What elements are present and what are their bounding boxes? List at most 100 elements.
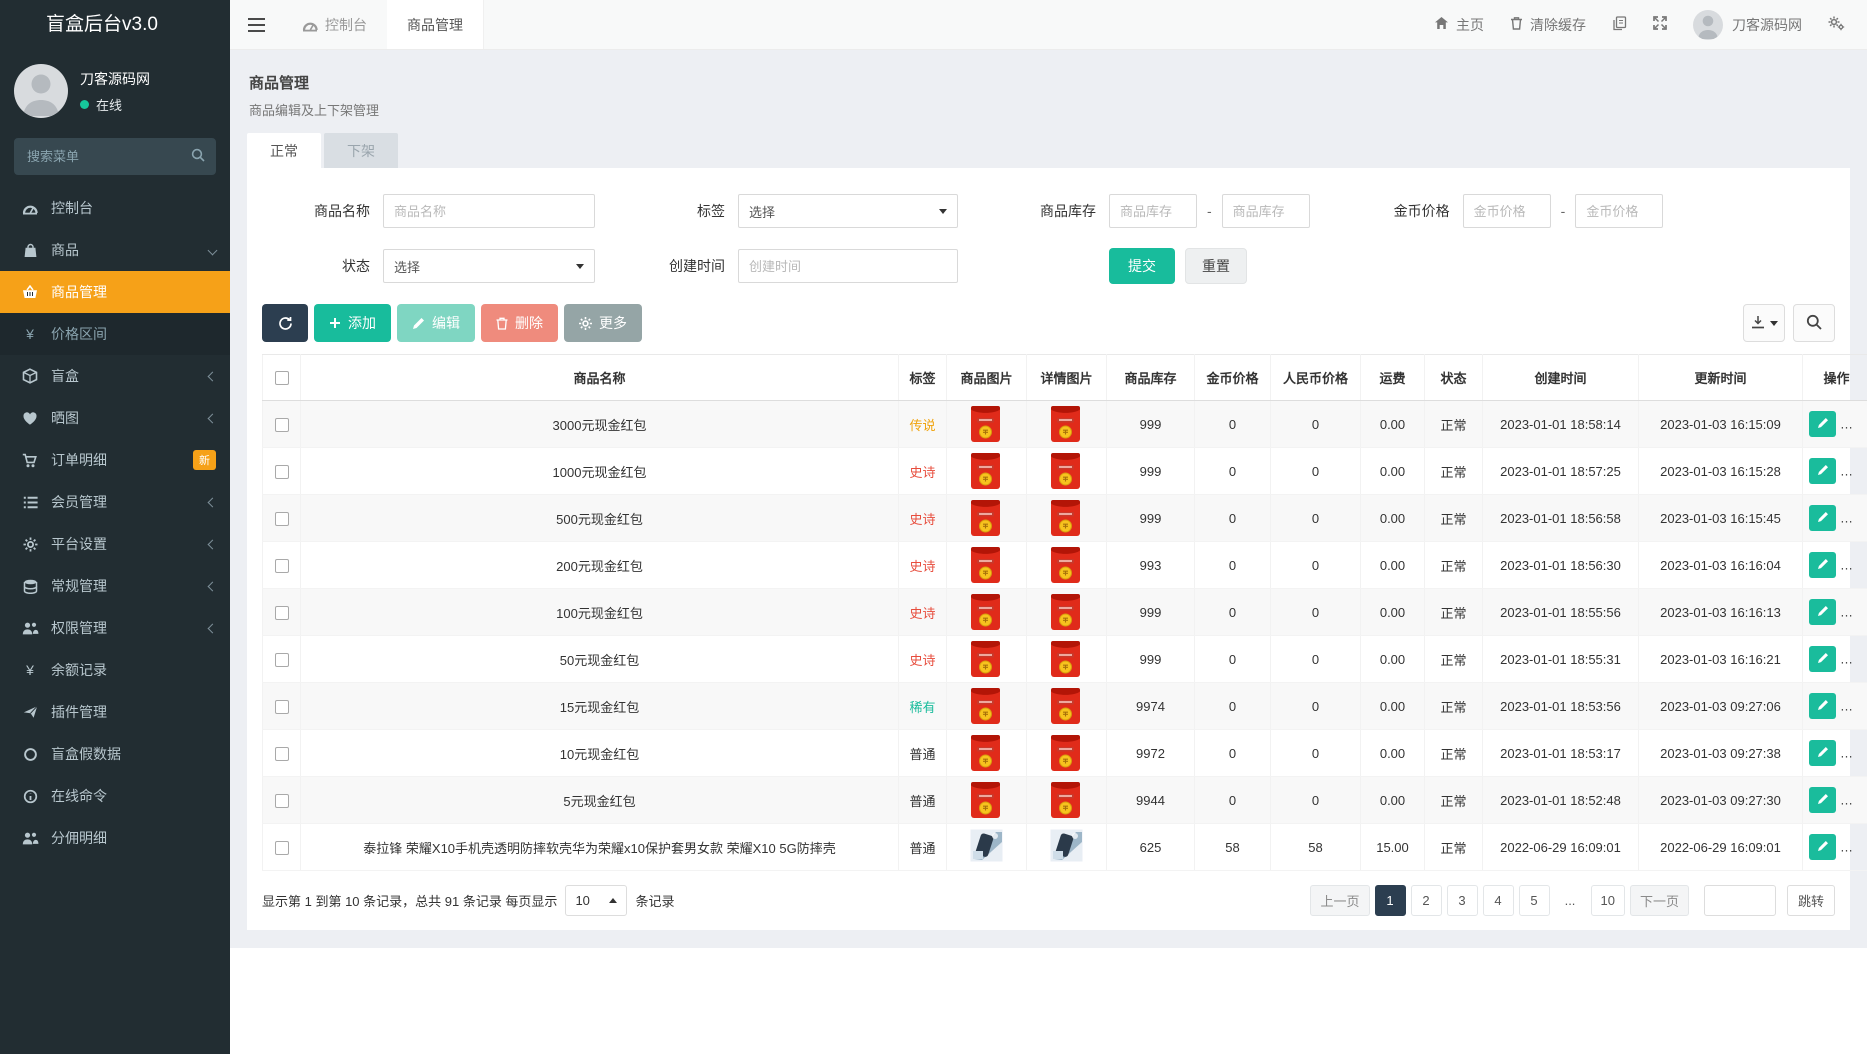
sidebar-item-balance-records[interactable]: ¥ 余额记录 [0, 649, 230, 691]
sidebar-toggle-button[interactable] [230, 0, 282, 49]
sidebar-item-goods-manage[interactable]: 商品管理 [0, 271, 230, 313]
fullscreen-button[interactable] [1653, 16, 1667, 33]
row-checkbox[interactable] [274, 699, 289, 714]
refresh-button[interactable] [262, 304, 308, 342]
table-row: 100元现金红包 史诗 999 0 0 0.00 正常 2023-01-01 18:55:56… [262, 588, 1867, 636]
jump-button[interactable]: 跳转 [1786, 885, 1835, 916]
cell-detail-image [1026, 494, 1107, 542]
status-filter-select[interactable]: 选择 [383, 249, 595, 283]
row-checkbox[interactable] [274, 558, 289, 573]
cell-created: 2023-01-01 18:52:48 [1482, 776, 1639, 824]
page-button-3[interactable]: 3 [1446, 885, 1478, 916]
sidebar-item-platform-settings[interactable]: 平台设置 [0, 523, 230, 565]
tab-goods-manage[interactable]: 商品管理 [387, 0, 484, 49]
row-edit-button[interactable] [1809, 411, 1836, 437]
row-checkbox[interactable] [274, 746, 289, 761]
sidebar-item-permissions[interactable]: 权限管理 [0, 607, 230, 649]
row-edit-button[interactable] [1809, 693, 1836, 719]
row-edit-button[interactable] [1809, 552, 1836, 578]
sidebar-item-dashboard[interactable]: 控制台 [0, 187, 230, 229]
checkbox-header [262, 354, 301, 401]
tab-off-shelf[interactable]: 下架 [324, 133, 398, 168]
select-all-checkbox[interactable] [274, 371, 289, 386]
row-edit-button[interactable] [1809, 787, 1836, 813]
search-toggle-button[interactable] [1793, 304, 1835, 342]
row-checkbox[interactable] [274, 652, 289, 667]
row-edit-button[interactable] [1809, 740, 1836, 766]
gold-min-input[interactable] [1462, 194, 1551, 228]
column-header: 人民币价格 [1270, 354, 1361, 401]
cell-product-name: 10元现金红包 [300, 729, 899, 777]
sidebar-item-general-manage[interactable]: 常规管理 [0, 565, 230, 607]
page-button-10[interactable]: 10 [1590, 885, 1625, 916]
refresh-page-button[interactable] [1612, 15, 1627, 34]
delete-button[interactable]: 删除 [481, 304, 558, 342]
page-button-2[interactable]: 2 [1410, 885, 1442, 916]
tab-dashboard[interactable]: 控制台 [282, 0, 387, 49]
sidebar-item-plugins[interactable]: 插件管理 [0, 691, 230, 733]
row-checkbox[interactable] [274, 511, 289, 526]
tab-label: 商品管理 [407, 16, 463, 33]
settings-button[interactable] [1828, 16, 1845, 34]
home-link[interactable]: 主页 [1434, 15, 1484, 35]
column-header: 状态 [1424, 354, 1483, 401]
cell-operations [1802, 541, 1867, 589]
row-checkbox[interactable] [274, 605, 289, 620]
jump-page-input[interactable] [1703, 885, 1776, 916]
tag-filter-label: 标签 [697, 203, 725, 219]
next-page-button[interactable]: 下一页 [1629, 885, 1689, 916]
row-edit-button[interactable] [1809, 505, 1836, 531]
clear-cache-link[interactable]: 清除缓存 [1510, 15, 1586, 35]
cart-icon [20, 453, 40, 468]
cell-freight: 15.00 [1360, 823, 1425, 871]
row-edit-button[interactable] [1809, 646, 1836, 672]
red-packet-image [1050, 734, 1083, 772]
reset-button[interactable]: 重置 [1185, 248, 1247, 284]
created-filter-input[interactable] [738, 249, 958, 283]
pagination: 上一页 1 2 3 4 5... 10 下一页 跳转 [1310, 885, 1835, 916]
submit-button[interactable]: 提交 [1109, 248, 1175, 284]
sidebar-item-goods[interactable]: 商品 [0, 229, 230, 271]
cell-detail-image [1026, 400, 1107, 448]
cell-tag: 普通 [898, 823, 947, 871]
edit-button[interactable]: 编辑 [397, 304, 475, 342]
sidebar-item-blind-box[interactable]: 盲盒 [0, 355, 230, 397]
export-button[interactable] [1743, 304, 1785, 342]
sidebar-item-members[interactable]: 会员管理 [0, 481, 230, 523]
sidebar-item-fake-data[interactable]: 盲盒假数据 [0, 733, 230, 775]
sidebar-item-online-command[interactable]: 在线命令 [0, 775, 230, 817]
sidebar-item-photos[interactable]: 晒图 [0, 397, 230, 439]
tag-filter-select[interactable]: 选择 [738, 194, 958, 228]
cell-detail-image [1026, 447, 1107, 495]
add-button[interactable]: 添加 [314, 304, 391, 342]
goods-panel: 商品名称 标签 选择 商品库存 - 金币价格 - [247, 168, 1867, 930]
sidebar-search-button[interactable] [182, 140, 214, 173]
sidebar-item-orders[interactable]: 订单明细 新 [0, 439, 230, 481]
sidebar-search-input[interactable] [14, 138, 216, 175]
row-edit-button[interactable] [1809, 599, 1836, 625]
page-button-5[interactable]: 5 [1518, 885, 1550, 916]
stock-min-input[interactable] [1109, 194, 1197, 228]
sidebar-item-label: 分佣明细 [51, 830, 107, 846]
tab-normal[interactable]: 正常 [247, 133, 321, 168]
row-checkbox[interactable] [274, 793, 289, 808]
cell-detail-image [1026, 776, 1107, 824]
stock-max-input[interactable] [1221, 194, 1310, 228]
page-button-4[interactable]: 4 [1482, 885, 1514, 916]
user-menu[interactable]: 刀客源码网 [1693, 9, 1802, 40]
cell-rmb-price: 0 [1270, 541, 1361, 589]
row-checkbox[interactable] [274, 840, 289, 855]
sidebar-item-price-range[interactable]: ¥ 价格区间 [0, 313, 230, 355]
row-edit-button[interactable] [1809, 834, 1836, 860]
more-button[interactable]: 更多 [564, 304, 642, 342]
page-button-1[interactable]: 1 [1374, 885, 1406, 916]
sidebar-item-commission[interactable]: 分佣明细 [0, 817, 230, 859]
prev-page-button[interactable]: 上一页 [1310, 885, 1370, 916]
row-edit-button[interactable] [1809, 458, 1836, 484]
gold-max-input[interactable] [1575, 194, 1664, 228]
cogs-icon [1828, 16, 1845, 34]
row-checkbox[interactable] [274, 417, 289, 432]
row-checkbox[interactable] [274, 464, 289, 479]
page-size-select[interactable]: 10 [565, 885, 628, 916]
name-filter-input[interactable] [383, 194, 595, 228]
